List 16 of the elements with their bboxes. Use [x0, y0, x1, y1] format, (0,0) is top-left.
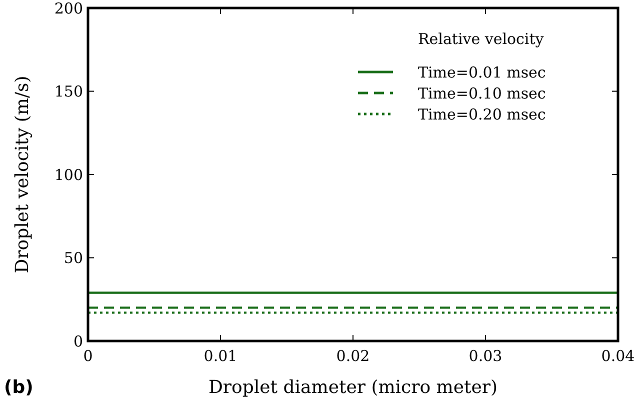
x-tick-label: 0.03	[468, 347, 502, 365]
y-tick-label: 150	[54, 82, 83, 100]
x-axis-title: Droplet diameter (micro meter)	[208, 377, 498, 398]
text: (b)	[4, 377, 34, 398]
legend-label: Time=0.20 msec	[418, 105, 546, 124]
y-tick-label: 50	[64, 249, 83, 267]
x-tick-label: 0.04	[601, 347, 635, 365]
x-tick-label: 0.02	[336, 347, 370, 365]
y-tick-label: 100	[54, 166, 83, 184]
x-tick-label: 0.01	[204, 347, 238, 365]
y-axis-title: Droplet velocity (m/s)	[12, 76, 33, 274]
legend-title: Relative velocity	[418, 30, 544, 48]
legend-label: Time=0.01 msec	[418, 63, 546, 82]
legend-label: Time=0.10 msec	[418, 84, 546, 102]
y-tick-label: 0	[73, 332, 83, 350]
y-tick-label: 200	[54, 0, 83, 18]
